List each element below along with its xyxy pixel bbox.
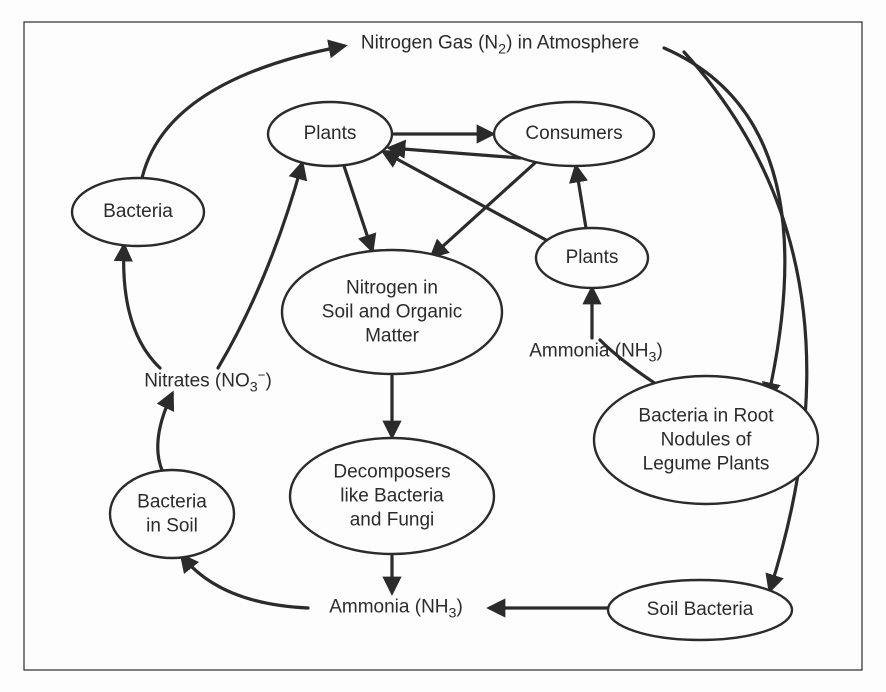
node-plants1 (268, 102, 392, 166)
node-bacteria (72, 178, 204, 246)
node-soilbact (608, 580, 792, 640)
edge-e-rootnodules-nh3a (600, 340, 656, 384)
edge-e-plants2-consumers (576, 167, 586, 228)
edge-e-bactsoil-nitrates (158, 394, 172, 470)
edge-e-plants-soilorg (344, 166, 372, 250)
node-plants2 (536, 228, 648, 288)
diagram-svg (0, 0, 886, 692)
node-soilorganic (282, 250, 502, 374)
edge-e-nitrates-bacteria (124, 246, 160, 368)
nitrogen-cycle-diagram: PlantsConsumersBacteriaPlantsNitrogen in… (0, 0, 886, 692)
edge-e-n2-soilbact (684, 52, 807, 590)
edge-e-consumers-soilorg (432, 162, 536, 256)
edge-e-nh3b-bactsoil (182, 556, 308, 608)
node-consumers (494, 102, 654, 166)
node-decomposers (290, 438, 494, 554)
node-bactsoil (110, 470, 234, 558)
node-rootnodules (594, 376, 818, 504)
edge-e-nitrates-plants1 (218, 164, 302, 368)
edge-e-consumers-plants1 (390, 148, 520, 158)
